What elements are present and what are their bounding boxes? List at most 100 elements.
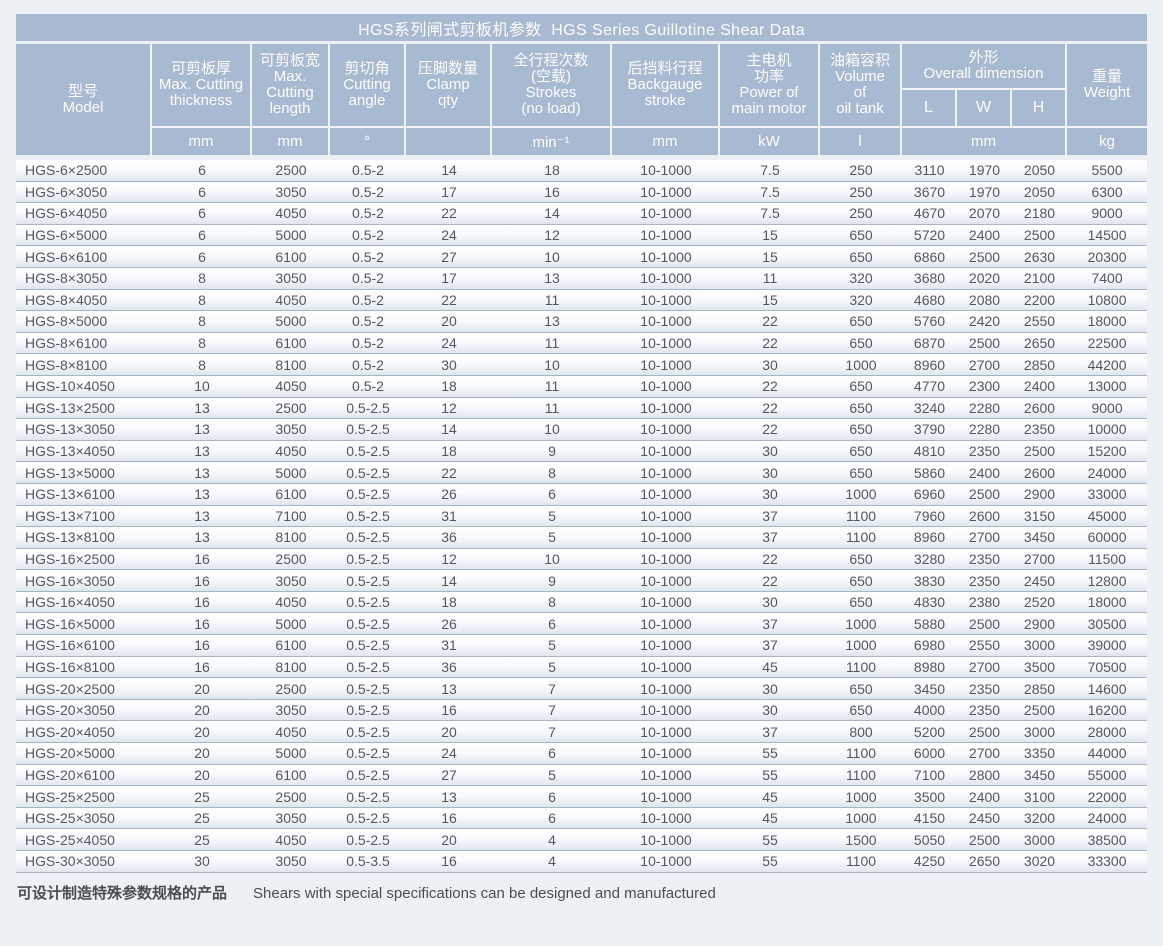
cell: 5050 xyxy=(902,829,957,851)
cell: 15 xyxy=(720,289,820,312)
cell: 10000 xyxy=(1067,419,1148,441)
cell: 20 xyxy=(152,764,252,787)
cell: 2500 xyxy=(252,786,330,808)
cell: 9 xyxy=(492,570,612,592)
cell: 4050 xyxy=(252,375,330,398)
cell: 6870 xyxy=(902,332,957,355)
cell: 13 xyxy=(152,440,252,463)
cell: 10-1000 xyxy=(612,311,720,333)
cell: 2650 xyxy=(957,851,1012,873)
cell: 15 xyxy=(720,224,820,247)
cell: 6100 xyxy=(252,246,330,268)
cell: 1970 xyxy=(957,160,1012,182)
cell: 6 xyxy=(492,483,612,506)
cell: 8960 xyxy=(902,354,957,376)
table-row: HGS-20×3050 20 3050 0.5-2.5 16 7 10-1000 30 650 4… xyxy=(16,699,1148,722)
table-row: HGS-8×3050 8 3050 0.5-2 17 13 10-1000 11 320 3680… xyxy=(16,267,1148,290)
cell: 8 xyxy=(152,311,252,333)
cell: 36 xyxy=(406,656,492,679)
cell: 2500 xyxy=(252,678,330,700)
cell: 44200 xyxy=(1067,354,1148,376)
cell: 1000 xyxy=(820,807,902,830)
cell: 5880 xyxy=(902,613,957,636)
cell: 11 xyxy=(492,289,612,312)
cell: 25 xyxy=(152,786,252,808)
cell: 12 xyxy=(406,548,492,571)
cell: 2020 xyxy=(957,267,1012,290)
cell: 10-1000 xyxy=(612,527,720,549)
cell: 10-1000 xyxy=(612,505,720,528)
table-row: HGS-8×8100 8 8100 0.5-2 30 10 10-1000 30 1000 896… xyxy=(16,354,1148,376)
cell: 27 xyxy=(406,246,492,268)
cell: 30 xyxy=(720,483,820,506)
cell: 1100 xyxy=(820,764,902,787)
cell-model: HGS-16×2500 xyxy=(16,548,152,571)
cell: 13 xyxy=(152,505,252,528)
cell: 2500 xyxy=(957,332,1012,355)
table-row: HGS-30×3050 30 3050 0.5-3.5 16 4 10-1000 55 1100… xyxy=(16,851,1148,873)
cell: 2500 xyxy=(957,829,1012,851)
cell: 10800 xyxy=(1067,289,1148,312)
cell: 20 xyxy=(152,699,252,722)
cell: 10 xyxy=(492,419,612,441)
cell: 5 xyxy=(492,505,612,528)
cell: 2900 xyxy=(1012,613,1067,636)
cell: 250 xyxy=(820,160,902,182)
cell: 2550 xyxy=(957,635,1012,657)
table-row: HGS-13×3050 13 3050 0.5-2.5 14 10 10-1000 22 650… xyxy=(16,419,1148,441)
cell: 5720 xyxy=(902,224,957,247)
cell: 13000 xyxy=(1067,375,1148,398)
unit-angle: ° xyxy=(330,126,406,160)
cell: 2700 xyxy=(957,743,1012,765)
cell: 0.5-2.5 xyxy=(330,807,406,830)
cell: 6 xyxy=(152,181,252,204)
cell: 2650 xyxy=(1012,332,1067,355)
cell: 650 xyxy=(820,570,902,592)
table-row: HGS-8×5000 8 5000 0.5-2 20 13 10-1000 22 650 5760… xyxy=(16,311,1148,333)
cell: 7.5 xyxy=(720,203,820,225)
cell: 1000 xyxy=(820,354,902,376)
cell: 55 xyxy=(720,764,820,787)
cell: 20 xyxy=(406,311,492,333)
cell: 2550 xyxy=(1012,311,1067,333)
cell: 1100 xyxy=(820,656,902,679)
table-row: HGS-10×4050 10 4050 0.5-2 18 11 10-1000 22 650 47… xyxy=(16,375,1148,398)
cell: 3050 xyxy=(252,851,330,873)
cell: 16 xyxy=(406,807,492,830)
cell: 10-1000 xyxy=(612,332,720,355)
cell: 6980 xyxy=(902,635,957,657)
cell: 38500 xyxy=(1067,829,1148,851)
cell: 70500 xyxy=(1067,656,1148,679)
table-row: HGS-13×8100 13 8100 0.5-2.5 36 5 10-1000 37 1100… xyxy=(16,527,1148,549)
table-row: HGS-13×2500 13 2500 0.5-2.5 12 11 10-1000 22 650… xyxy=(16,397,1148,420)
table-row: HGS-25×3050 25 3050 0.5-2.5 16 6 10-1000 45 1000… xyxy=(16,807,1148,830)
cell: 3680 xyxy=(902,267,957,290)
cell: 27 xyxy=(406,764,492,787)
cell: 7 xyxy=(492,678,612,700)
table-row: HGS-6×5000 6 5000 0.5-2 24 12 10-1000 15 650 5720… xyxy=(16,224,1148,247)
cell-model: HGS-25×4050 xyxy=(16,829,152,851)
cell: 31 xyxy=(406,635,492,657)
table-row: HGS-6×4050 6 4050 0.5-2 22 14 10-1000 7.5 250 467… xyxy=(16,203,1148,225)
cell: 8100 xyxy=(252,354,330,376)
cell: 17 xyxy=(406,181,492,204)
cell: 2500 xyxy=(252,397,330,420)
cell: 15 xyxy=(720,246,820,268)
cell-model: HGS-20×2500 xyxy=(16,678,152,700)
table-row: HGS-6×2500 6 2500 0.5-2 14 18 10-1000 7.5 250 311… xyxy=(16,160,1148,182)
cell: 8100 xyxy=(252,656,330,679)
cell: 18000 xyxy=(1067,591,1148,614)
cell: 2500 xyxy=(252,160,330,182)
cell-model: HGS-8×4050 xyxy=(16,289,152,312)
table-row: HGS-8×4050 8 4050 0.5-2 22 11 10-1000 15 320 4680… xyxy=(16,289,1148,312)
cell: 8 xyxy=(492,591,612,614)
cell-model: HGS-13×7100 xyxy=(16,505,152,528)
cell: 3000 xyxy=(1012,721,1067,744)
col-header-volume: 油箱容积 Volume of oil tank xyxy=(820,44,902,126)
cell: 10-1000 xyxy=(612,851,720,873)
unit-backgauge: mm xyxy=(612,126,720,160)
cell: 2630 xyxy=(1012,246,1067,268)
cell-model: HGS-6×3050 xyxy=(16,181,152,204)
cell: 0.5-2.5 xyxy=(330,635,406,657)
col-header-backgauge: 后挡料行程 Backgauge stroke xyxy=(612,44,720,126)
